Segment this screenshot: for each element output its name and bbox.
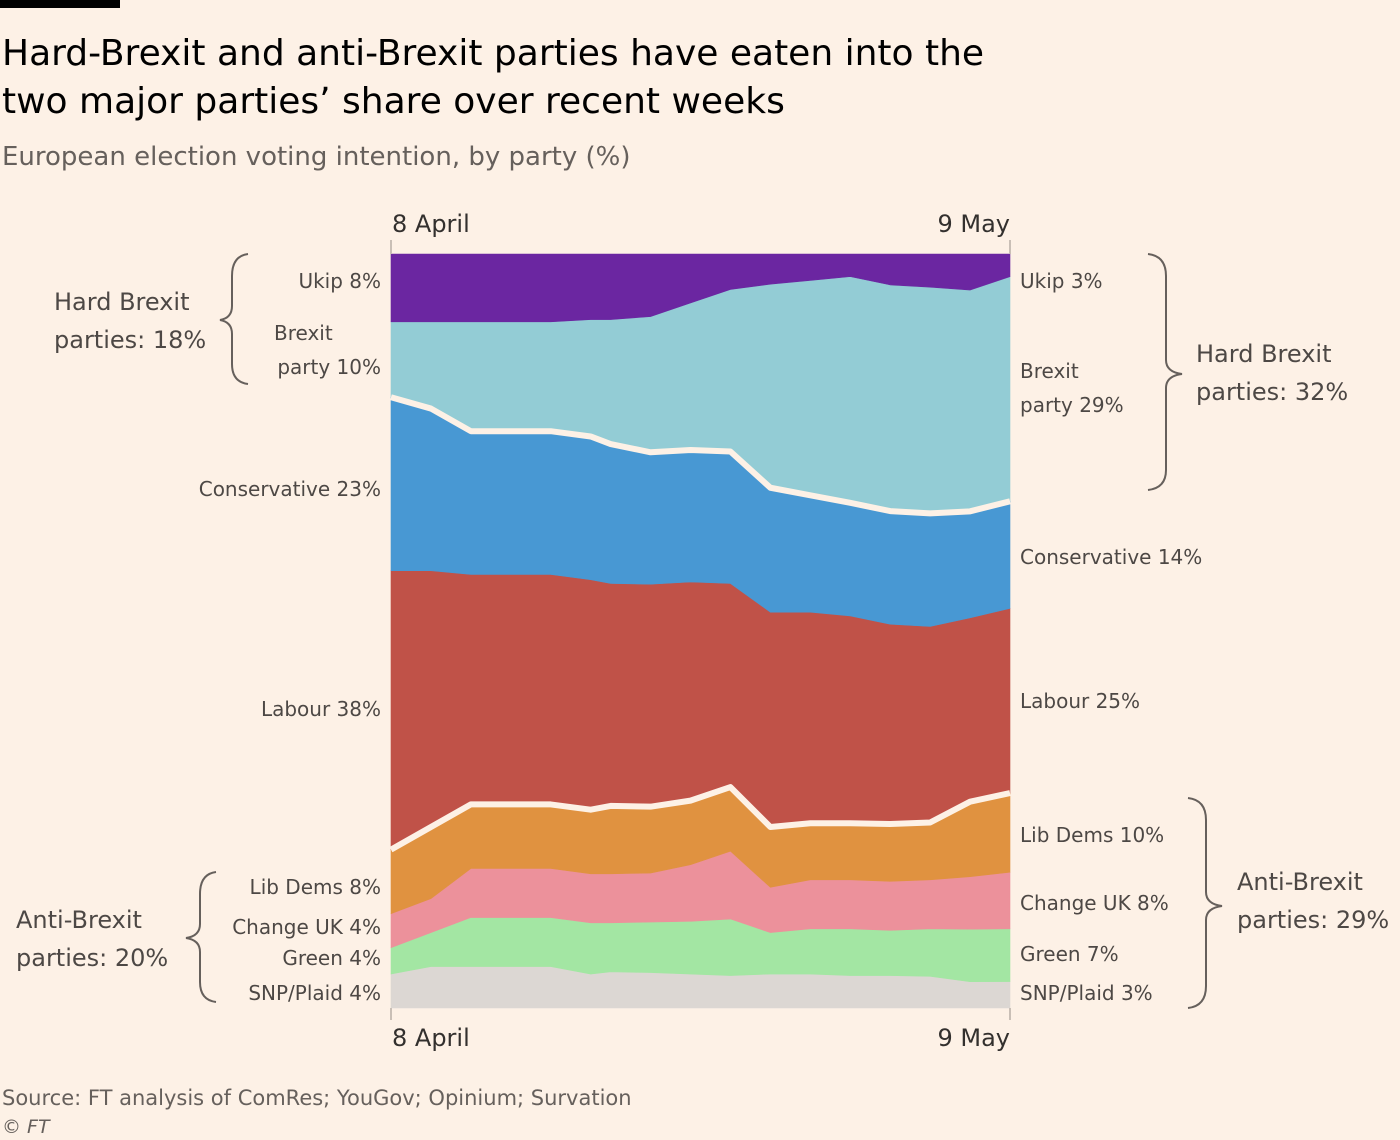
right-label-green: Green 7% [1020,942,1119,966]
left-label-green: Green 4% [282,946,381,970]
left-label-labour: Labour 38% [261,697,381,721]
chart-subtitle: European election voting intention, by p… [2,142,631,172]
group-left-anti-line2: parties: 20% [16,944,168,972]
right-label-changeuk: Change UK 8% [1020,891,1169,915]
x-label-end-bottom: 9 May [937,1024,1010,1052]
left-label-ukip: Ukip 8% [298,269,381,293]
x-label-start-bottom: 8 April [392,1024,470,1052]
left-label-libdems: Lib Dems 8% [250,875,381,899]
brace-right-anti-brexit [1187,797,1223,1009]
x-label-end-top: 9 May [937,210,1010,238]
area-layers [390,253,1011,1009]
copyright-note: © FT [2,1116,50,1138]
area-ukip [390,253,1011,323]
group-right-anti-line1: Anti-Brexit [1237,868,1363,896]
right-label-libdems: Lib Dems 10% [1020,823,1164,847]
group-right-hard-line1: Hard Brexit [1196,340,1332,368]
brace-right-hard-brexit [1147,253,1183,491]
right-label-brexit-line2: party 29% [1020,393,1124,417]
separator-libdems [389,784,1011,853]
left-label-conservative: Conservative 23% [199,477,381,501]
group-right-anti-line2: parties: 29% [1237,906,1389,934]
brace-left-hard-brexit [219,253,249,385]
right-label-snp: SNP/Plaid 3% [1020,981,1153,1005]
group-left-hard-line1: Hard Brexit [54,288,190,316]
brace-left-anti-brexit [185,871,217,1003]
separator-lines [389,394,1011,853]
source-note: Source: FT analysis of ComRes; YouGov; O… [2,1086,632,1110]
left-label-brexit-line2: party 10% [277,355,381,379]
left-label-snp: SNP/Plaid 4% [248,981,381,1005]
separator-conservative [390,394,1011,517]
group-left-anti-line1: Anti-Brexit [16,906,142,934]
right-label-brexit-line1: Brexit [1020,359,1079,383]
left-label-brexit-line1: Brexit [274,321,333,345]
left-label-changeuk: Change UK 4% [232,915,381,939]
x-label-start-top: 8 April [392,210,470,238]
group-left-hard-line2: parties: 18% [54,326,206,354]
group-right-hard-line2: parties: 32% [1196,378,1348,406]
chart-title: Hard-Brexit and anti-Brexit parties have… [2,33,985,122]
right-label-ukip: Ukip 3% [1020,269,1103,293]
right-label-labour: Labour 25% [1020,689,1140,713]
brand-bar [0,0,120,8]
right-label-conservative: Conservative 14% [1020,545,1202,569]
